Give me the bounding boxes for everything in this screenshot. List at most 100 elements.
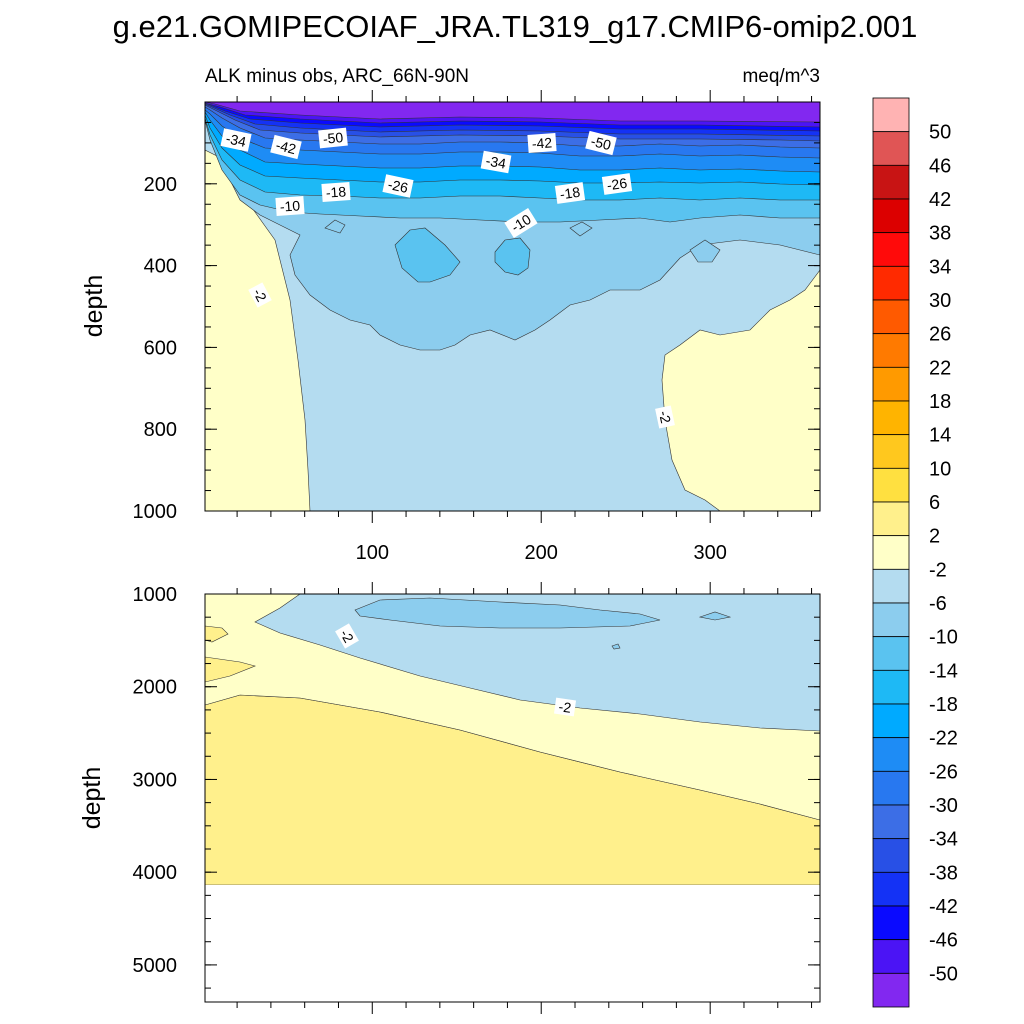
- colorbar-label: -46: [929, 930, 958, 952]
- y-tick-label: 400: [144, 256, 177, 278]
- colorbar-box: [872, 838, 910, 873]
- colorbar-label: -14: [929, 660, 958, 682]
- x-tick-label: 300: [693, 542, 726, 564]
- y-tick-label: 3000: [133, 769, 178, 791]
- colorbar-label: -6: [929, 593, 947, 615]
- clabel-upper-6: -34: [480, 150, 512, 174]
- lower-axes: 1000 2000 3000 4000 5000: [133, 582, 820, 1014]
- region-plus2-lower-patch-2: [205, 625, 229, 643]
- clabel-upper-14: -2: [655, 405, 675, 429]
- svg-text:-50: -50: [322, 129, 344, 147]
- svg-text:-18: -18: [559, 184, 581, 203]
- clabel-upper-1: -34: [220, 128, 252, 152]
- colorbar-label: -26: [929, 761, 958, 783]
- svg-text:-2: -2: [656, 409, 674, 425]
- clabel-upper-10: -26: [601, 173, 633, 195]
- lower-plot-frame: [204, 593, 821, 1003]
- x-tick-label: 100: [356, 542, 389, 564]
- y-tick-label: 5000: [133, 955, 178, 977]
- colorbar-box: [872, 265, 910, 301]
- colorbar-label: -30: [929, 795, 958, 817]
- colorbar-box: [872, 232, 910, 267]
- colorbar-box: [872, 198, 910, 234]
- upper-contour-labels: -34 -42 -50 -42 -50 -34 -18 -26 -18 -26 …: [220, 127, 675, 429]
- y-tick-label: 800: [144, 419, 177, 441]
- clabel-upper-11: -10: [275, 196, 305, 216]
- region-plus2-lower-patch-1: [205, 656, 256, 683]
- colorbar-label: -42: [929, 896, 958, 918]
- colorbar-box: [872, 131, 910, 166]
- colorbar-box: [872, 905, 910, 941]
- colorbar-label: 46: [929, 155, 951, 177]
- colorbar-box: [872, 164, 910, 200]
- subtitle-units: meq/m^3: [742, 66, 820, 87]
- clabel-upper-3: -50: [318, 127, 348, 149]
- colorbar-box: [872, 871, 910, 907]
- svg-text:-42: -42: [531, 134, 553, 151]
- colorbar-box: [872, 501, 910, 537]
- clabel-upper-5: -50: [585, 130, 617, 156]
- colorbar-box: [872, 568, 910, 604]
- svg-text:-18: -18: [325, 183, 347, 200]
- lower-panel: [204, 593, 821, 1003]
- colorbar-box: [872, 602, 910, 638]
- region-minus10-small-3: [689, 239, 721, 263]
- y-tick-label: 4000: [133, 862, 178, 884]
- region-minus10-small-2: [569, 221, 593, 237]
- y-tick-label: 2000: [133, 677, 178, 699]
- colorbar-box: [872, 299, 910, 335]
- upper-ylabel: depth: [80, 275, 108, 338]
- region-minus6-lower-blob-2: [611, 643, 621, 650]
- colorbar-box: [872, 669, 910, 705]
- colorbar-label: 30: [929, 290, 951, 312]
- colorbar-box: [872, 333, 910, 368]
- colorbar-box: [872, 939, 910, 974]
- lower-contour-labels: -2 -2: [335, 623, 577, 717]
- clabel-lower-2: -2: [553, 697, 577, 717]
- clabel-upper-9: -18: [554, 182, 586, 204]
- y-tick-label: 200: [144, 174, 177, 196]
- colorbar-box: [872, 737, 910, 772]
- y-tick-label: 1000: [133, 501, 178, 523]
- y-tick-label: 1000: [133, 584, 178, 606]
- colorbar-label: 26: [929, 324, 951, 346]
- y-tick-label: 600: [144, 337, 177, 359]
- region-minus10-blob-1: [394, 227, 461, 283]
- colorbar-label: 6: [929, 492, 940, 514]
- colorbar-box: [872, 804, 910, 840]
- upper-axes: 200 400 600 800 1000 100 200 300: [133, 90, 820, 564]
- colorbar-box: [872, 400, 910, 436]
- lower-ylabel: depth: [78, 767, 106, 830]
- colorbar-box: [872, 366, 910, 402]
- region-minus50-upper: [205, 102, 820, 123]
- colorbar-label: 2: [929, 526, 940, 548]
- colorbar-label: -34: [929, 829, 958, 851]
- colorbar-label: -10: [929, 627, 958, 649]
- colorbar-label: 14: [929, 425, 951, 447]
- region-minus2-lower: [254, 594, 820, 732]
- clabel-upper-13: -2: [248, 282, 272, 308]
- upper-panel: [204, 101, 821, 512]
- svg-text:-10: -10: [279, 197, 301, 214]
- colorbar-box: [872, 467, 910, 503]
- svg-text:-26: -26: [386, 176, 409, 196]
- colorbar-label: -50: [929, 963, 958, 985]
- subtitle-left: ALK minus obs, ARC_66N-90N: [205, 66, 469, 87]
- region-minus10-small-1: [324, 219, 346, 234]
- colorbar-label: 42: [929, 189, 951, 211]
- chart-title: g.e21.GOMIPECOIAF_JRA.TL319_g17.CMIP6-om…: [113, 9, 918, 44]
- clabel-upper-7: -18: [321, 182, 351, 202]
- svg-text:-34: -34: [485, 152, 508, 171]
- colorbar-box: [872, 972, 910, 1008]
- region-minus6-lower-blob-1: [698, 611, 732, 621]
- colorbar-label: 22: [929, 357, 951, 379]
- colorbar-box: [872, 535, 910, 570]
- colorbar-label: -22: [929, 728, 958, 750]
- colorbar-label: 10: [929, 458, 951, 480]
- colorbar-label: 18: [929, 391, 951, 413]
- clabel-upper-2: -42: [270, 134, 302, 160]
- clabel-lower-1: -2: [335, 623, 359, 649]
- svg-text:-34: -34: [224, 130, 247, 150]
- colorbar-box: [872, 770, 910, 806]
